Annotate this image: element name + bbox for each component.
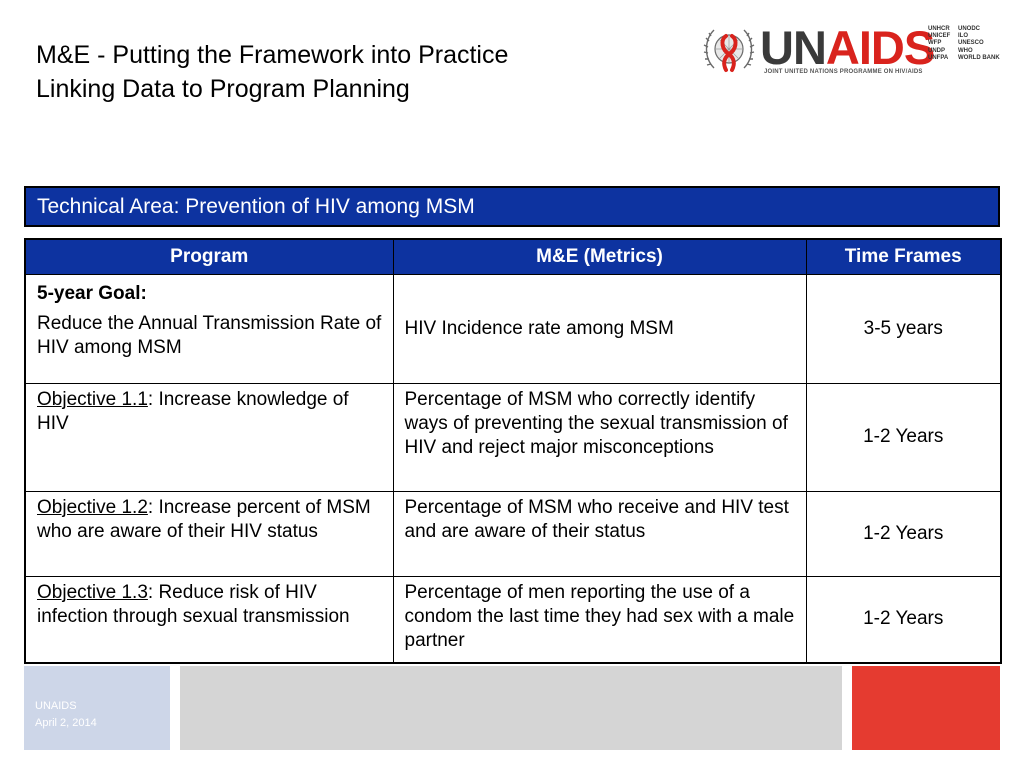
cosponsors-column-2: UNODC ILO UNESCO WHO WORLD BANK [958,26,1000,62]
objective-text: : Increase percent of MSM who are aware … [37,496,371,542]
cosponsor-name: WHO [958,47,973,54]
cosponsor-name: UNESCO [958,40,984,47]
unaids-logo: UNAIDS JOINT UNITED NATIONS PROGRAMME ON… [702,22,1002,82]
objective-metric-cell: Percentage of MSM who receive and HIV te… [392,490,807,577]
objective-timeframe-cell: 1-2 Years [805,490,1002,577]
footer-org: UNAIDS [35,700,77,712]
table-header-row: Program M&E (Metrics) Time Frames [24,238,1002,275]
cosponsor-name: WORLD BANK [958,54,1000,61]
cosponsor-name: UNDP [928,47,946,54]
objective-text: : Increase knowledge of HIV [37,388,349,434]
cosponsor-name: UNODC [958,26,980,32]
objective-program-cell: Objective 1.3: Reduce risk of HIV infect… [24,575,394,664]
logo-tagline: JOINT UNITED NATIONS PROGRAMME ON HIV/AI… [764,69,923,75]
column-header-metrics: M&E (Metrics) [392,238,807,275]
goal-label: 5-year Goal: [37,282,147,304]
table-row-goal: 5-year Goal: Reduce the Annual Transmiss… [24,273,1002,384]
footer-block-blue [24,666,170,750]
wordmark-aids: AIDS [825,21,935,74]
cosponsor-name: UNICEF [928,33,951,40]
goal-timeframe-cell: 3-5 years [805,273,1002,384]
unaids-wordmark: UNAIDS [760,21,935,74]
cosponsors-column-1: UNHCR UNICEF WFP UNDP UNFPA [928,26,950,62]
column-header-program: Program [24,238,394,275]
technical-area-label: Technical Area: Prevention of HIV among … [37,195,475,218]
objective-metric-cell: Percentage of MSM who correctly identify… [392,382,807,492]
objective-timeframe-cell: 1-2 Years [805,575,1002,664]
me-framework-table: Program M&E (Metrics) Time Frames 5-year… [24,238,1002,664]
footer-block-gray [180,666,842,750]
objective-metric-cell: Percentage of men reporting the use of a… [392,575,807,664]
goal-program-cell: 5-year Goal: Reduce the Annual Transmiss… [24,273,394,384]
objective-program-cell: Objective 1.2: Increase percent of MSM w… [24,490,394,577]
objective-timeframe-cell: 1-2 Years [805,382,1002,492]
footer-block-red [852,666,1000,750]
cosponsor-name: UNHCR [928,26,950,32]
slide-title-line-1: M&E - Putting the Framework into Practic… [36,41,509,69]
goal-metric-cell: HIV Incidence rate among MSM [392,273,807,384]
table-row-objective-1-2: Objective 1.2: Increase percent of MSM w… [24,490,1002,577]
objective-text: : Reduce risk of HIV infection through s… [37,581,350,627]
objective-label: Objective 1.1 [37,388,148,410]
slide-title-line-2: Linking Data to Program Planning [36,75,410,103]
table-row-objective-1-3: Objective 1.3: Reduce risk of HIV infect… [24,575,1002,664]
slide-title: M&E - Putting the Framework into Practic… [36,38,656,106]
un-emblem-ribbon-icon [703,29,755,72]
wordmark-un: UN [760,21,827,74]
objective-label: Objective 1.2 [37,496,148,518]
objective-label: Objective 1.3 [37,581,148,603]
cosponsor-name: WFP [928,40,942,47]
technical-area-bar: Technical Area: Prevention of HIV among … [24,186,1000,227]
table-row-objective-1-1: Objective 1.1: Increase knowledge of HIV… [24,382,1002,492]
cosponsor-name: UNFPA [928,54,949,61]
footer-date: April 2, 2014 [35,717,97,729]
column-header-time-frames: Time Frames [805,238,1002,275]
cosponsor-name: ILO [958,33,968,40]
goal-text: Reduce the Annual Transmission Rate of H… [37,312,382,358]
objective-program-cell: Objective 1.1: Increase knowledge of HIV [24,382,394,492]
